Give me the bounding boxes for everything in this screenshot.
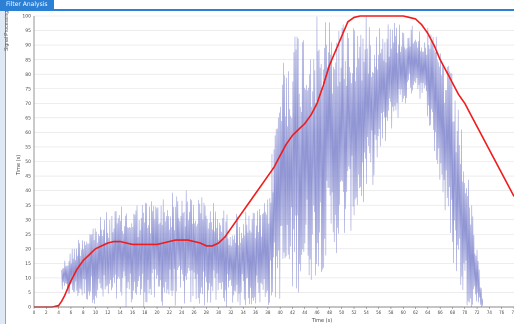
x-tick-label: 64 — [425, 310, 431, 315]
y-tick-label: 85 — [25, 57, 31, 63]
y-axis-label: Time (s) — [16, 155, 22, 176]
filtered-signal-layer — [34, 15, 514, 308]
x-tick-label: 74 — [487, 310, 493, 315]
x-tick-label: 16 — [130, 310, 136, 315]
x-tick-label: 10 — [93, 310, 99, 315]
window-title-tab[interactable]: Filter Analysis — [0, 0, 54, 9]
filtered-signal-line — [34, 15, 514, 308]
x-tick-label: 60 — [401, 310, 407, 315]
side-panel[interactable] — [0, 11, 5, 324]
x-tick-label: 22 — [167, 310, 173, 315]
x-tick-label: 46 — [315, 310, 321, 315]
x-tick-label: 66 — [438, 310, 444, 315]
y-tick-label: 90 — [25, 43, 31, 49]
x-tick-label: 62 — [413, 310, 419, 315]
title-bar-rule — [0, 9, 514, 11]
y-tick-label: 10 — [25, 276, 31, 282]
x-tick-label: 42 — [290, 310, 296, 315]
x-tick-label: 56 — [376, 310, 382, 315]
y-tick-label: 75 — [25, 86, 31, 92]
x-tick-label: 14 — [118, 310, 124, 315]
x-tick-label: 48 — [327, 310, 333, 315]
x-tick-label: 54 — [364, 310, 370, 315]
y-tick-label: 55 — [25, 145, 31, 151]
x-tick-label: 0 — [33, 310, 36, 315]
x-tick-label: 68 — [450, 310, 456, 315]
x-tick-label: 72 — [475, 310, 481, 315]
x-tick-label: 4 — [57, 310, 60, 315]
raw-signal-line — [61, 16, 484, 307]
y-tick-label: 30 — [25, 217, 31, 223]
y-tick-label: 35 — [25, 203, 31, 209]
y-tick-label: 20 — [25, 246, 31, 252]
x-axis-label: Time (s) — [311, 318, 332, 324]
x-tick-label: 30 — [216, 310, 222, 315]
x-tick-label: 36 — [253, 310, 259, 315]
x-tick-label: 28 — [204, 310, 210, 315]
x-tick-label: 50 — [339, 310, 345, 315]
y-tick-label: 70 — [25, 101, 31, 107]
x-tick-label: 52 — [351, 310, 357, 315]
x-tick-label: 78 — [511, 310, 514, 315]
x-tick-label: 40 — [278, 310, 284, 315]
x-tick-label: 34 — [241, 310, 247, 315]
y-tick-label: 0 — [28, 305, 31, 311]
axes-layer: 0510152025303540455055606570758085909510… — [22, 14, 514, 315]
x-tick-label: 32 — [228, 310, 234, 315]
x-tick-label: 58 — [388, 310, 394, 315]
y-tick-label: 15 — [25, 261, 31, 267]
y-tick-label: 40 — [25, 188, 31, 194]
side-panel-border — [5, 11, 6, 324]
x-tick-label: 76 — [499, 310, 505, 315]
y-tick-label: 60 — [25, 130, 31, 136]
y-tick-label: 25 — [25, 232, 31, 238]
y-tick-label: 95 — [25, 28, 31, 34]
x-tick-label: 2 — [45, 310, 48, 315]
x-tick-label: 44 — [302, 310, 308, 315]
raw-signal-layer — [61, 16, 484, 307]
x-tick-label: 26 — [191, 310, 197, 315]
x-tick-label: 12 — [105, 310, 111, 315]
x-tick-label: 6 — [70, 310, 73, 315]
x-tick-label: 24 — [179, 310, 185, 315]
y-tick-label: 65 — [25, 115, 31, 121]
y-tick-label: 80 — [25, 72, 31, 78]
y-tick-label: 100 — [22, 14, 31, 20]
y-tick-label: 45 — [25, 174, 31, 180]
y-tick-label: 5 — [28, 290, 31, 296]
x-tick-label: 70 — [462, 310, 468, 315]
x-tick-label: 8 — [82, 310, 85, 315]
x-tick-label: 18 — [142, 310, 148, 315]
y-tick-label: 50 — [25, 159, 31, 165]
x-tick-label: 20 — [155, 310, 161, 315]
x-tick-label: 38 — [265, 310, 271, 315]
